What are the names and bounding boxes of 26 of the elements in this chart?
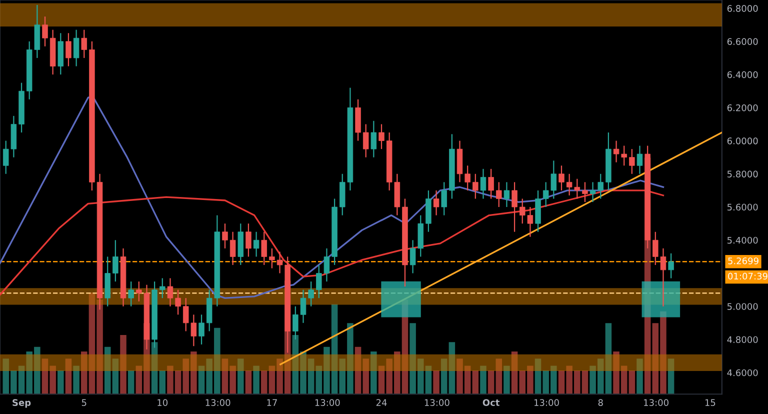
y-tick-label: 6.0000 xyxy=(727,137,758,144)
y-tick-label: 5.4000 xyxy=(727,236,758,244)
x-tick-label: Sep xyxy=(12,399,31,408)
y-tick-label: 6.4000 xyxy=(727,71,758,78)
ref-line-label: 5.2699 xyxy=(728,257,758,264)
x-tick-label: 13:00 xyxy=(315,399,340,406)
x-tick-label: 24 xyxy=(376,399,387,406)
text: 01:07:39 xyxy=(728,272,768,280)
y-tick-label: 5.0000 xyxy=(727,303,758,310)
x-tick-label: 8 xyxy=(598,399,603,406)
x-tick-label: 17 xyxy=(267,399,277,406)
y-tick-label: 5.8000 xyxy=(727,170,758,178)
y-tick-label: 6.6000 xyxy=(727,38,758,45)
x-tick-label: 13:00 xyxy=(534,399,559,406)
x-tick-label: 13:00 xyxy=(424,399,450,406)
y-tick-label: 5.6000 xyxy=(727,204,758,211)
x-tick-label: Oct xyxy=(482,399,500,406)
x-tick-label: 15 xyxy=(705,399,716,406)
y-tick-label: 6.2000 xyxy=(727,104,758,112)
y-tick-label: 6.8000 xyxy=(727,5,758,12)
x-tick-label: 5 xyxy=(82,399,86,406)
x-tick-label: 13:00 xyxy=(206,399,230,406)
y-tick-label: 4.8000 xyxy=(727,336,758,344)
y-tick-label: 4.6000 xyxy=(727,369,758,376)
x-tick-label: 10 xyxy=(158,399,168,406)
x-tick-label: 13:00 xyxy=(644,399,668,406)
